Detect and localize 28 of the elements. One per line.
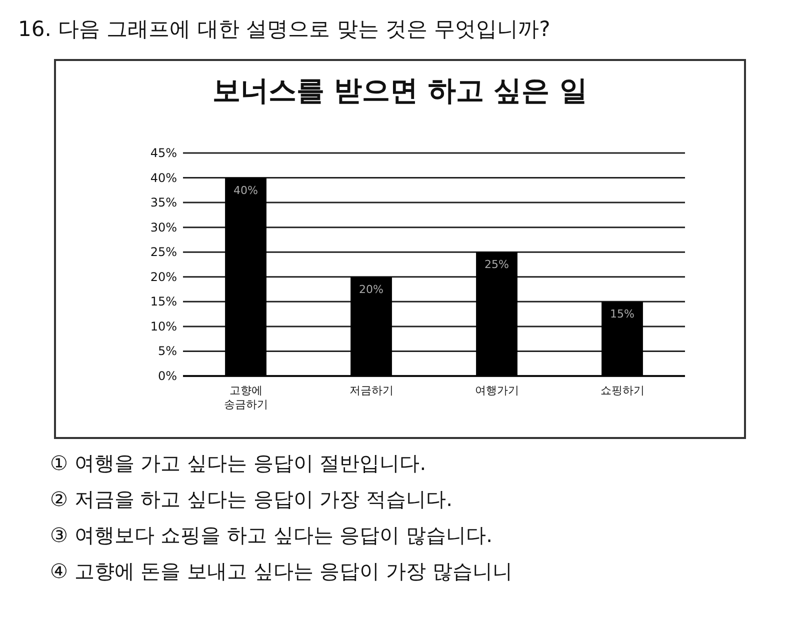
bar — [602, 302, 643, 376]
y-tick-label: 45% — [150, 146, 177, 160]
bar — [476, 252, 518, 376]
bar — [350, 276, 392, 376]
data-label: 20% — [359, 282, 384, 296]
x-tick-label: 여행가기 — [474, 384, 519, 397]
y-tick-label: 15% — [150, 294, 177, 309]
data-label: 25% — [484, 258, 509, 272]
chart-title: 보너스를 받으면 하고 싶은 일 — [212, 74, 588, 107]
y-tick-label: 25% — [150, 245, 177, 260]
y-tick-label: 10% — [150, 319, 177, 334]
text: ④ 고향에 돈을 보내고 싶다는 응답이 가장 많습니니 — [50, 559, 512, 583]
x-tick-label: 쇼핑하기 — [600, 384, 644, 397]
y-tick-label: 0% — [158, 369, 177, 383]
bar — [225, 178, 266, 376]
y-tick-label: 20% — [150, 270, 177, 284]
text: ① 여행을 가고 싶다는 응답이 절반입니다. — [50, 451, 426, 475]
y-tick-label: 40% — [150, 170, 177, 185]
data-label: 40% — [234, 184, 258, 197]
data-label: 15% — [610, 308, 634, 321]
y-tick-label: 35% — [150, 196, 177, 210]
y-tick-label: 5% — [158, 344, 177, 358]
text: 16. 다음 그래프에 대한 설명으로 맞는 것은 무엇입니까? — [18, 17, 550, 41]
text: ② 저금을 하고 싶다는 응답이 가장 적습니다. — [50, 487, 452, 511]
x-tick-label: 고향에 송금하기 — [224, 384, 268, 411]
text: ③ 여행보다 쇼핑을 하고 싶다는 응답이 많습니다. — [50, 523, 492, 547]
y-tick-label: 30% — [150, 220, 177, 234]
x-tick-label: 저금하기 — [349, 384, 394, 397]
